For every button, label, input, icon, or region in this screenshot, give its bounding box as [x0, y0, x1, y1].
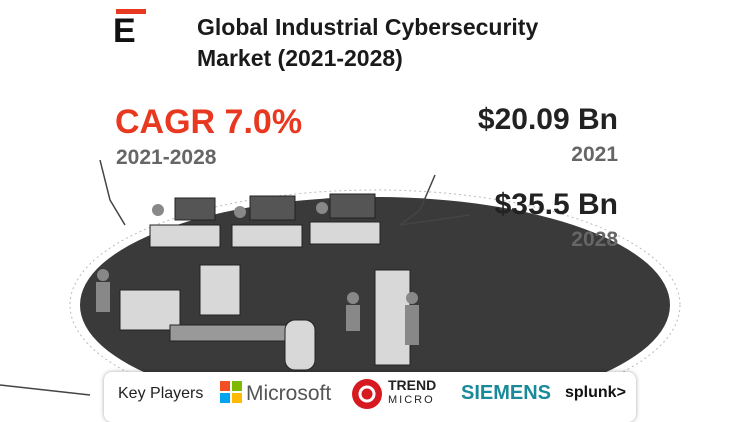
pointer [99, 159, 126, 226]
pointer [0, 384, 91, 396]
market-value: $35.5 Bn [494, 188, 618, 221]
trend-icon [352, 379, 382, 409]
title-line: Market (2021-2028) [197, 45, 403, 71]
people [96, 202, 419, 345]
logo-bar [116, 9, 146, 14]
market-value: $20.09 Bn [477, 103, 618, 136]
company-line: TREND [388, 377, 437, 393]
market-year: 2028 [571, 228, 618, 251]
cagr: CAGR 7.0% [115, 103, 303, 141]
logo: E [113, 12, 136, 50]
company: splunk> [565, 384, 626, 401]
title-line: Global Industrial Cybersecurity [197, 14, 539, 40]
microsoft-icon [220, 381, 242, 403]
cagr-period: 2021-2028 [116, 146, 217, 169]
pointer [399, 174, 471, 226]
company: TREND MICRO [388, 378, 436, 408]
workstations [119, 193, 411, 371]
company-line: MICRO [388, 394, 435, 406]
title: Global Industrial Cybersecurity Market (… [197, 12, 538, 74]
players-label: Key Players [118, 385, 204, 402]
market-year: 2021 [571, 143, 618, 166]
company: Microsoft [246, 382, 332, 405]
orbit [69, 189, 681, 415]
company: SIEMENS [461, 382, 552, 404]
